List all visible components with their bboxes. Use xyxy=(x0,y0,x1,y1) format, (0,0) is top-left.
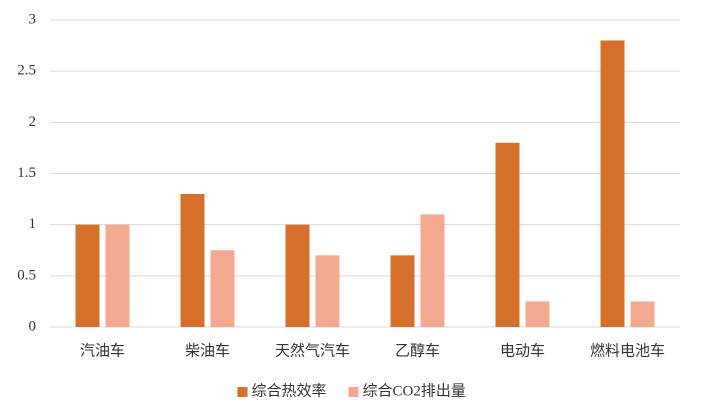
bar xyxy=(180,193,205,327)
bar xyxy=(285,224,310,327)
x-tick-label: 柴油车 xyxy=(185,342,230,359)
bar xyxy=(210,250,235,327)
bar xyxy=(105,224,130,327)
bar xyxy=(495,142,520,327)
y-tick-label: 2 xyxy=(29,114,37,130)
bar xyxy=(525,301,550,327)
bar xyxy=(75,224,100,327)
legend-label: 综合CO2排出量 xyxy=(363,382,466,399)
x-tick-label: 电动车 xyxy=(500,342,545,359)
x-tick-label: 汽油车 xyxy=(80,342,125,359)
x-tick-label: 燃料电池车 xyxy=(590,341,665,359)
x-tick-label: 乙醇车 xyxy=(395,342,440,359)
legend-swatch xyxy=(237,387,248,397)
legend-swatch xyxy=(348,387,359,397)
legend-label: 综合热效率 xyxy=(252,382,327,399)
y-tick-label: 1.5 xyxy=(17,165,36,181)
bar xyxy=(420,214,445,327)
bar xyxy=(630,301,655,327)
y-tick-label: 3 xyxy=(29,11,37,27)
y-tick-label: 0.5 xyxy=(17,267,36,283)
bar xyxy=(600,40,625,327)
bar xyxy=(315,255,340,327)
y-tick-label: 2.5 xyxy=(17,63,36,79)
x-tick-label: 天然气汽车 xyxy=(275,342,350,359)
bar xyxy=(390,255,415,327)
y-tick-label: 1 xyxy=(29,216,37,232)
y-tick-label: 0 xyxy=(29,318,37,334)
